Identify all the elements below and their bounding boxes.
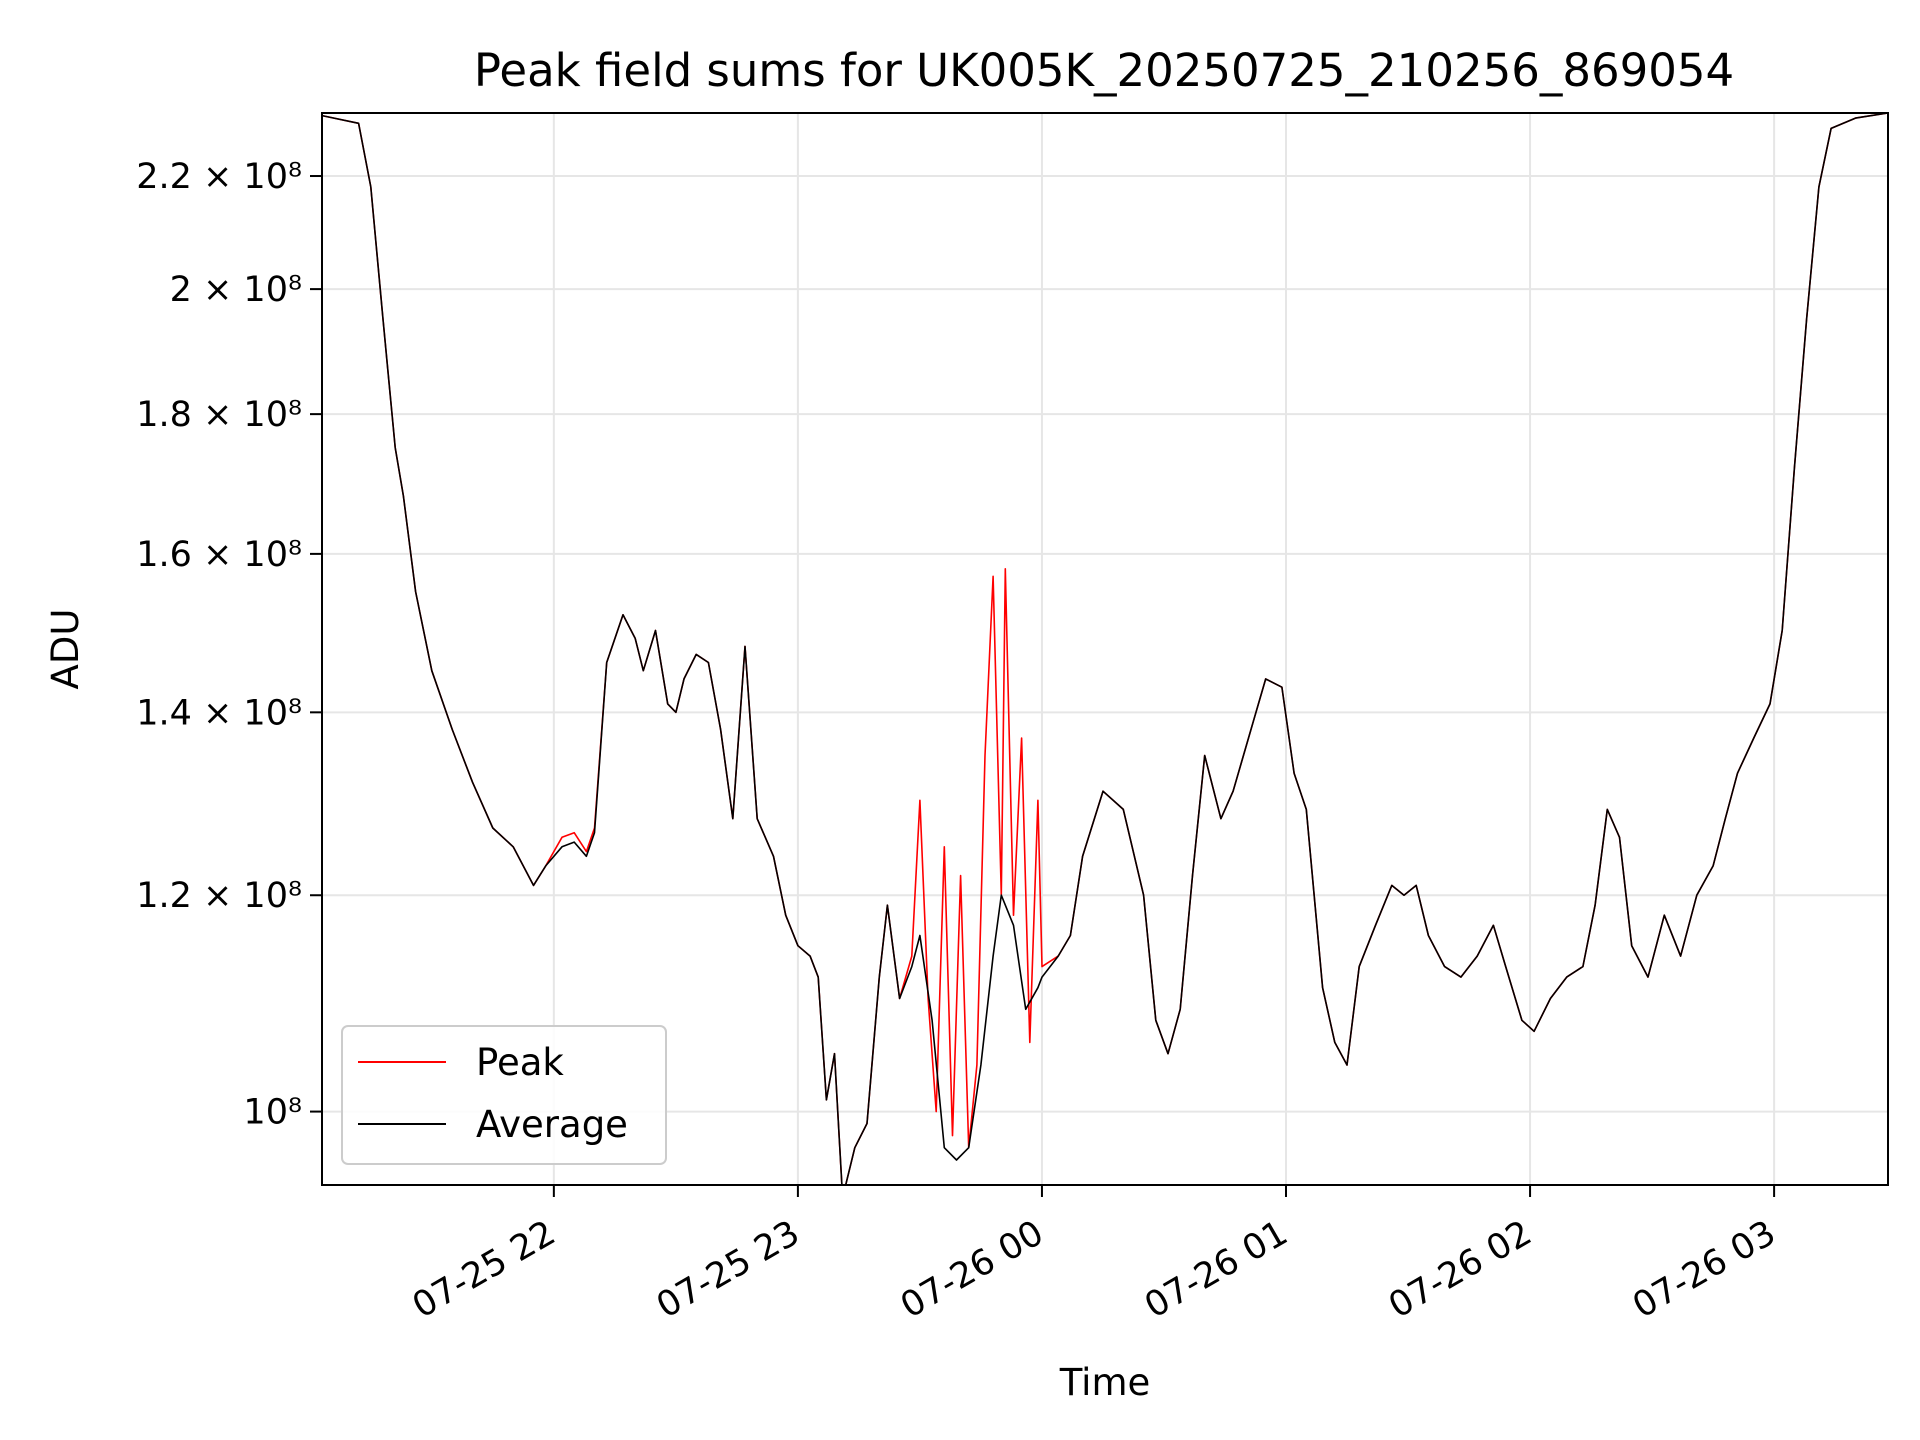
plot-frame [321, 112, 1889, 1186]
x-axis-label: Time [1059, 1361, 1151, 1404]
legend-box [341, 1025, 667, 1165]
y-axis-label: ADU [44, 609, 87, 690]
y-tick-label: 10⁸ [243, 1093, 302, 1133]
series-line-average [322, 113, 1888, 1185]
y-tick-label: 1.2 × 10⁸ [136, 876, 302, 916]
y-tick-label: 2.2 × 10⁸ [136, 157, 302, 197]
legend-label-peak: Peak [476, 1041, 564, 1084]
y-tick-label: 1.4 × 10⁸ [136, 693, 302, 733]
legend-label-average: Average [476, 1103, 628, 1146]
series-group [322, 113, 1888, 1185]
y-tick-label: 1.6 × 10⁸ [136, 535, 302, 575]
grid [322, 113, 1888, 1185]
y-axis-ticks: 2.2 × 10⁸ 2 × 10⁸ 1.8 × 10⁸ 1.6 × 10⁸ 1.4 × … [136, 157, 322, 1133]
y-tick-label: 2 × 10⁸ [170, 270, 302, 310]
legend: Peak Average [341, 1025, 667, 1165]
y-tick-label: 1.8 × 10⁸ [136, 395, 302, 435]
chart-title: Peak field sums for UK005K_20250725_2102… [474, 44, 1734, 97]
